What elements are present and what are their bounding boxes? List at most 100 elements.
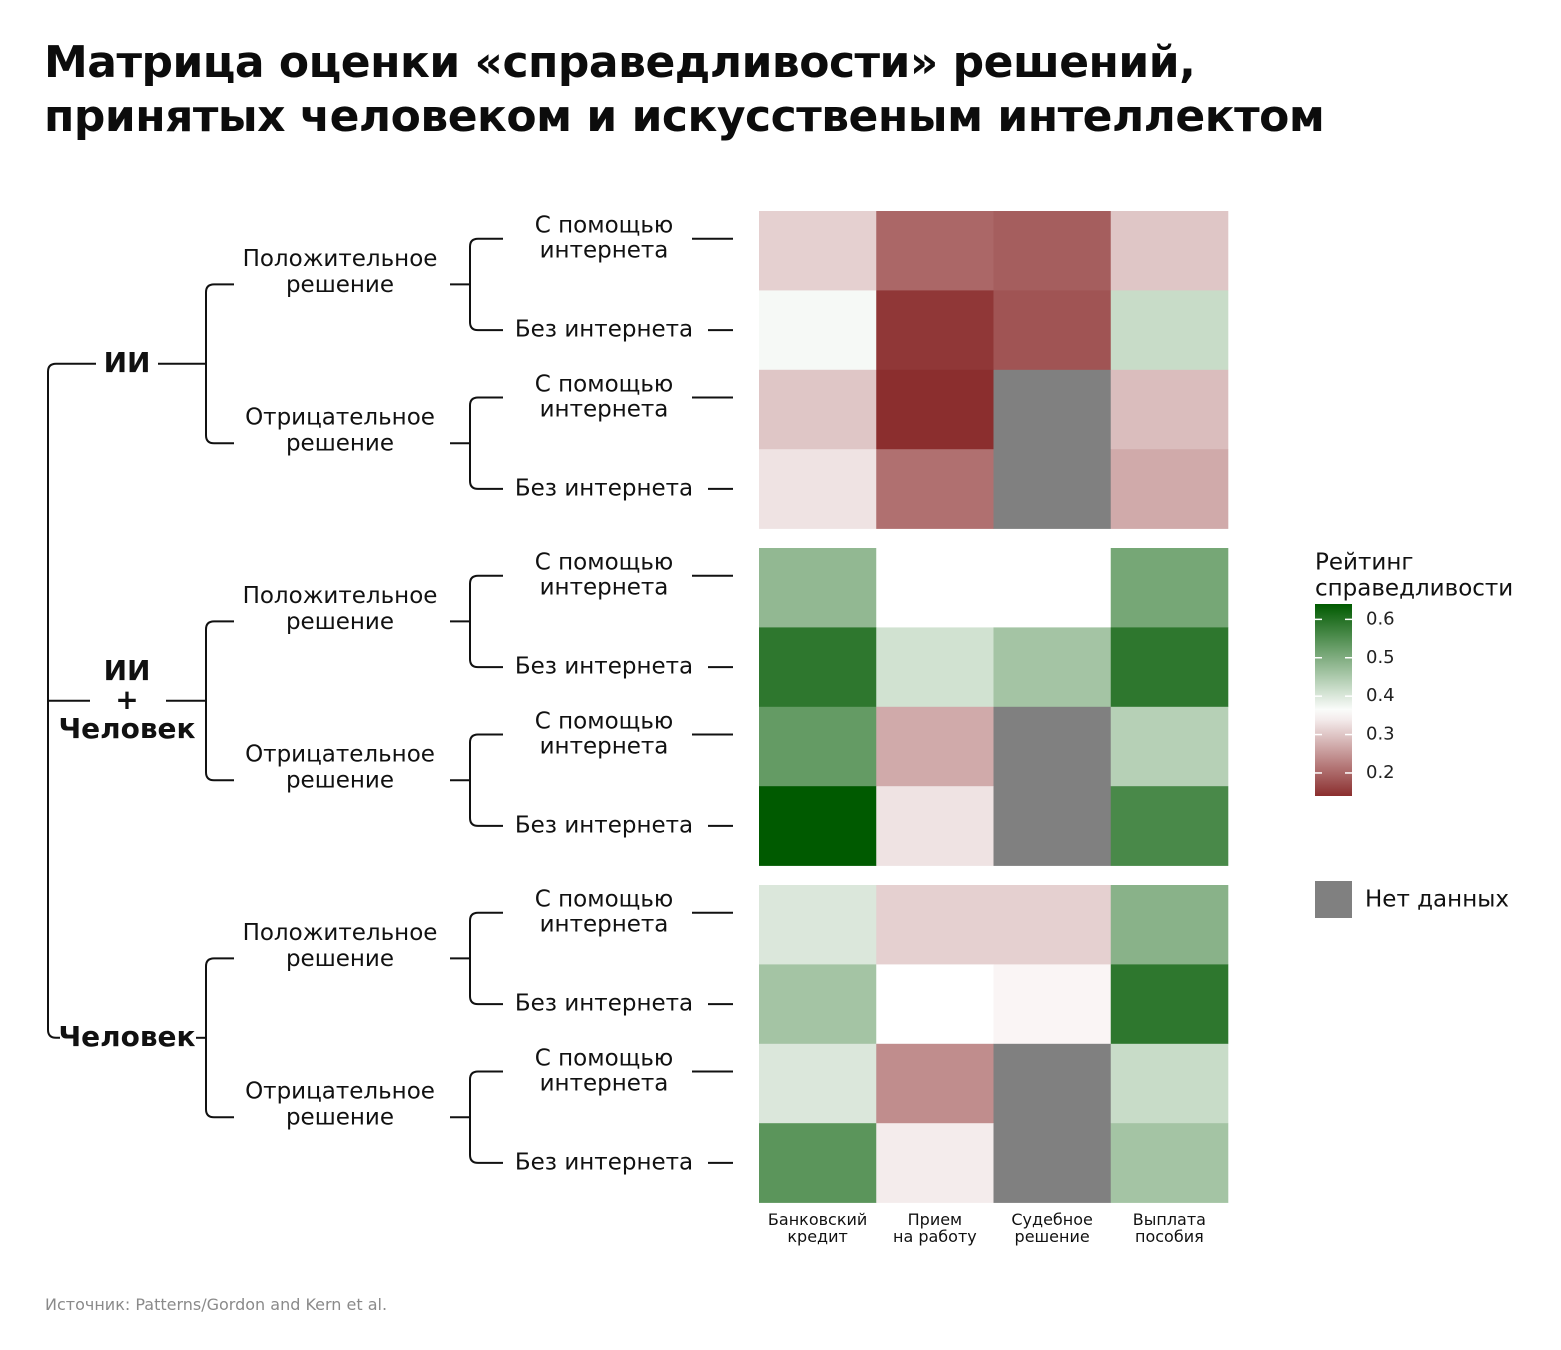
- decision-bracket-g3-d1: [469, 911, 503, 1006]
- legend-title: Рейтинг справедливости: [1315, 550, 1513, 602]
- chart-title: Матрица оценки «справедливости» решений,…: [44, 36, 1494, 144]
- heatmap-cell-g1-d1-r1-c4: [1110, 211, 1229, 291]
- heatmap-cell-g1-d2-r2-c1: [759, 449, 877, 529]
- decision-label-g3-d1-line-2: решение: [286, 946, 394, 972]
- decision-label-g1-d2-line-2: решение: [286, 431, 394, 457]
- heatmap-cell-g3-d2-r2-c3: [993, 1123, 1112, 1203]
- heatmap-cell-g2-d1-r2-c3: [993, 627, 1112, 708]
- heatmap-cell-g3-d2-r1-c2: [876, 1043, 994, 1124]
- column-label-1-line-1: Банковский: [768, 1210, 867, 1229]
- row-label-g3-d2-r2-line-1: Без интернета: [515, 1149, 693, 1175]
- heatmap-cell-g3-d1-r1-c2: [876, 885, 994, 965]
- decision-label-g3-d2-line-2: решение: [286, 1105, 394, 1131]
- group-bracket-g1: [205, 283, 234, 445]
- column-label-4: Выплата пособия: [1133, 1210, 1206, 1246]
- row-label-g1-d1-r1-line-2: интернета: [540, 238, 669, 264]
- heatmap-cell-g1-d2-r1-c1: [759, 369, 877, 450]
- legend-tick-label-5: 0.6: [1366, 608, 1395, 629]
- column-label-2-line-2: на работу: [893, 1227, 977, 1246]
- decision-label-g1-d1: Положительное решение: [243, 246, 438, 298]
- column-label-3-line-2: решение: [1015, 1227, 1090, 1246]
- row-label-g3-d1-r1-line-2: интернета: [540, 912, 669, 938]
- heatmap-cell-g3-d2-r2-c2: [876, 1123, 994, 1203]
- decision-label-g2-d2: Отрицательное решение: [245, 742, 435, 794]
- legend-title-line-2: справедливости: [1315, 576, 1513, 602]
- group-bracket-g3: [205, 957, 234, 1119]
- decision-bracket-g1-d2: [469, 396, 503, 490]
- heatmap-cell-g3-d1-r2-c3: [993, 964, 1112, 1045]
- heatmap-cell-g2-d1-r1-c3: [993, 548, 1112, 628]
- row-label-g2-d2-r2-line-1: Без интернета: [515, 812, 693, 838]
- decision-label-g3-d2: Отрицательное решение: [245, 1079, 435, 1131]
- legend-tick-label-3: 0.4: [1366, 685, 1395, 706]
- column-label-1: Банковский кредит: [768, 1210, 867, 1246]
- row-label-g1-d1-r2: Без интернета: [515, 317, 693, 343]
- heatmap-cell-g2-d2-r2-c2: [876, 786, 994, 866]
- group-label-g3-line-1: Человек: [58, 1020, 195, 1053]
- legend-title-line-1: Рейтинг: [1315, 550, 1413, 576]
- row-label-g3-d2-r1: С помощью интернета: [535, 1046, 673, 1097]
- decision-label-g2-d2-line-1: Отрицательное: [245, 742, 435, 768]
- source-note: Источник: Patterns/Gordon and Kern et al…: [45, 1295, 388, 1314]
- column-label-2-line-1: Прием: [908, 1210, 963, 1229]
- heatmap-cell-g2-d2-r1-c1: [759, 706, 877, 787]
- column-label-2: Прием на работу: [893, 1210, 977, 1246]
- heatmap-cell-g1-d2-r2-c2: [876, 449, 994, 529]
- legend-tick-label-4: 0.5: [1366, 647, 1395, 668]
- legend-na-swatch: [1315, 881, 1352, 918]
- heatmap-cell-g1-d2-r1-c2: [876, 369, 994, 450]
- row-label-g1-d1-r2-line-1: Без интернета: [515, 317, 693, 343]
- row-label-g1-d2-r2-line-1: Без интернета: [515, 475, 693, 501]
- heatmap-cell-g3-d1-r2-c4: [1110, 964, 1229, 1045]
- decision-label-g3-d1: Положительное решение: [243, 920, 438, 972]
- row-label-g1-d1-r1-line-1: С помощью: [535, 213, 673, 239]
- heatmap-cell-g1-d2-r1-c4: [1110, 369, 1229, 450]
- heatmap-cell-g2-d1-r1-c4: [1110, 548, 1229, 628]
- row-label-g1-d2-r1-line-1: С помощью: [535, 372, 673, 398]
- row-label-g1-d2-r1: С помощью интернета: [535, 372, 673, 423]
- decision-label-g1-d2: Отрицательное решение: [245, 405, 435, 457]
- heatmap-cell-g2-d2-r2-c4: [1110, 786, 1229, 866]
- decision-label-g1-d1-line-1: Положительное: [243, 246, 438, 272]
- decision-bracket-g3-d2: [469, 1070, 503, 1164]
- legend-colorbar: [1315, 604, 1352, 796]
- row-label-g2-d1-r1: С помощью интернета: [535, 550, 673, 601]
- row-label-g2-d2-r1: С помощью интернета: [535, 709, 673, 760]
- group-label-g2: ИИ + Человек: [58, 654, 195, 745]
- row-label-g3-d1-r1-line-1: С помощью: [535, 887, 673, 913]
- heatmap-cell-g3-d2-r1-c4: [1110, 1043, 1229, 1124]
- heatmap-cell-g3-d1-r2-c1: [759, 964, 877, 1045]
- row-label-g1-d2-r1-line-2: интернета: [540, 397, 669, 423]
- row-label-g1-d2-r2: Без интернета: [515, 475, 693, 501]
- group-label-g2-line-2: +: [115, 683, 138, 716]
- column-label-4-line-2: пособия: [1135, 1227, 1204, 1246]
- heatmap-cell-g1-d2-r2-c4: [1110, 449, 1229, 529]
- heatmap-cell-g2-d2-r2-c1: [759, 786, 877, 866]
- decision-label-g1-d2-line-1: Отрицательное: [245, 405, 435, 431]
- row-label-g2-d1-r2-line-1: Без интернета: [515, 654, 693, 680]
- heatmap-cell-g2-d2-r2-c3: [993, 786, 1112, 866]
- heatmap-cell-g3-d2-r2-c1: [759, 1123, 877, 1203]
- decision-bracket-g1-d1: [469, 237, 503, 332]
- row-label-g2-d1-r1-line-1: С помощью: [535, 550, 673, 576]
- heatmap-cell-g3-d2-r1-c3: [993, 1043, 1112, 1124]
- decision-label-g3-d2-line-1: Отрицательное: [245, 1079, 435, 1105]
- decision-label-g2-d1: Положительное решение: [243, 583, 438, 635]
- chart-title-line-2: принятых человеком и искусственым интелл…: [44, 91, 1325, 142]
- legend-na-label: Нет данных: [1365, 887, 1509, 913]
- decision-label-g2-d1-line-2: решение: [286, 609, 394, 635]
- decision-label-g2-d2-line-2: решение: [286, 768, 394, 794]
- row-label-g3-d1-r2-line-1: Без интернета: [515, 991, 693, 1017]
- row-label-g3-d1-r2: Без интернета: [515, 991, 693, 1017]
- legend-tick-label-2: 0.3: [1366, 724, 1395, 745]
- group-label-g1: ИИ: [104, 346, 151, 379]
- heatmap-cell-g3-d1-r1-c4: [1110, 885, 1229, 965]
- group-label-g2-line-1: ИИ: [104, 654, 151, 687]
- heatmap-cell-g3-d1-r1-c3: [993, 885, 1112, 965]
- heatmap-cell-g2-d1-r1-c1: [759, 548, 877, 628]
- heatmap-cell-g3-d2-r1-c1: [759, 1043, 877, 1124]
- decision-label-g3-d1-line-1: Положительное: [243, 920, 438, 946]
- row-label-g2-d2-r1-line-1: С помощью: [535, 709, 673, 735]
- heatmap-cell-g1-d1-r2-c4: [1110, 290, 1229, 371]
- row-label-g3-d2-r1-line-2: интернета: [540, 1071, 669, 1097]
